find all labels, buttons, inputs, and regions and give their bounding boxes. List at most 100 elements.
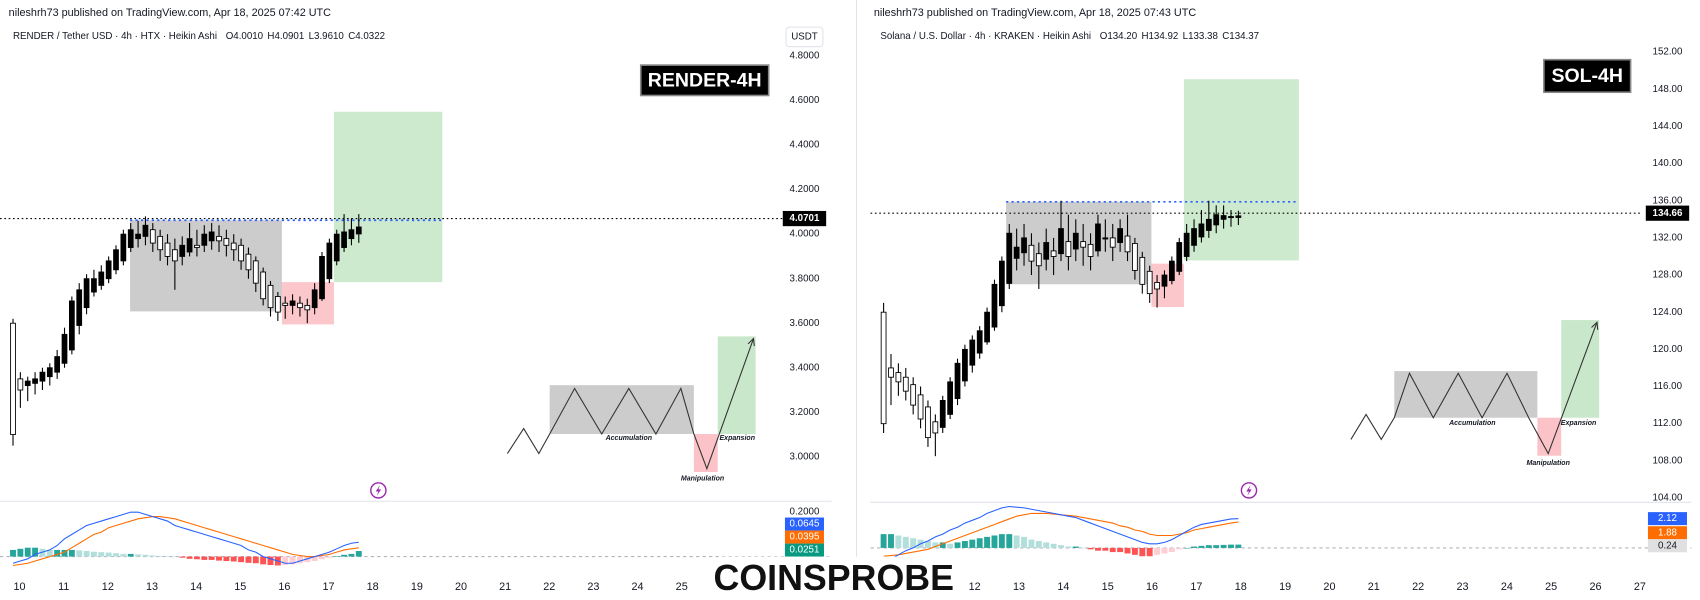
macd-histogram-bar [1021,536,1027,548]
time-tick-label: 19 [411,581,423,593]
macd-value-label: 2.12 [1658,513,1677,524]
candle-body [962,348,968,382]
price-tick-label: 152.00 [1653,47,1683,58]
macd-histogram-bar [1191,546,1197,548]
candle-body [17,378,24,391]
candle-body [1058,228,1064,255]
macd-histogram-bar [895,535,902,548]
macd-value-box [784,517,824,531]
candle-body [61,333,68,364]
macd-histogram-bar [1131,547,1138,555]
candle-body [1213,214,1220,226]
candle-body [24,380,31,386]
candle-body [1117,228,1123,243]
candle-body [1198,223,1205,238]
macd-histogram-bar [46,549,53,557]
macd-histogram-bar [201,556,208,560]
candle-body [1006,232,1013,284]
macd-histogram-bar [1154,547,1161,555]
candle-body [275,296,281,313]
candle-body [1228,216,1234,219]
macd-histogram-bar [1087,547,1094,550]
candle-body [341,231,347,248]
macd-line [12,516,359,567]
macd-histogram-bar [319,556,325,560]
macd-histogram-bar [976,538,983,548]
candle-body [252,260,259,284]
macd-histogram-bar [1168,547,1175,553]
time-tick-label: 21 [1368,581,1380,593]
diagram-arrowhead [1591,321,1599,330]
candle-body [888,367,894,378]
candle-body [1065,241,1072,257]
candle-body [326,242,333,280]
macd-histogram-bar [998,534,1005,548]
price-tick-label: 4.0000 [790,229,820,240]
ohlc-value: H4.0901 [267,30,304,41]
candle-body [98,271,105,286]
symbol-name: Solana / U.S. Dollar · 4h · KRAKEN · Hei… [880,30,1091,41]
candle-body [267,284,274,309]
macd-histogram-bar [939,542,946,548]
time-tick-label: 27 [1634,581,1646,593]
candle-body [135,233,141,240]
macd-histogram-bar [311,556,318,562]
time-tick-label: 17 [1190,581,1202,593]
candle-body [216,235,222,242]
last-price-label: 134.66 [1653,208,1683,219]
time-tick-label: 23 [1456,581,1468,593]
candle-body [1087,243,1094,257]
time-tick-label: 22 [1412,581,1424,593]
macd-histogram-bar [208,556,215,560]
price-tick-label: 116.00 [1653,381,1683,392]
ohlc-value: O134.20 [1100,30,1138,41]
price-tick-label: 144.00 [1653,121,1683,132]
diagram-label: Manipulation [1527,460,1570,467]
macd-histogram-bar [238,556,245,563]
time-tick-label: 21 [499,581,511,593]
candle-body [1139,256,1146,285]
macd-histogram-bar [888,534,894,548]
candle-body [289,300,296,306]
macd-histogram-bar [127,553,134,557]
macd-histogram-bar [1094,547,1101,551]
time-tick-label: 23 [587,581,599,593]
price-tick-label: 132.00 [1653,232,1683,243]
candle-body [954,362,961,400]
candle-body [1220,215,1227,220]
macd-histogram-bar [1043,542,1050,548]
candle-body [1183,232,1190,257]
time-tick-label: 18 [1235,581,1247,593]
candle-body [319,255,325,300]
macd-histogram-bar [1183,547,1190,549]
price-tick-label: 3.8000 [790,273,820,284]
macd-histogram-bar [267,556,274,566]
ohlc-value: C4.0322 [348,30,385,41]
price-tick-label: 104.00 [1653,493,1683,504]
candle-body [54,356,61,373]
price-tick-label: 4.4000 [790,140,820,151]
candle-body [311,289,318,309]
diagram-path [506,338,755,471]
price-tick-label: 4.8000 [790,51,820,62]
macd-histogram-bar [355,551,362,557]
candle-body [1235,215,1242,218]
macd-histogram-bar [193,556,200,560]
candle-body [245,253,252,271]
price-tick-label: 4.6000 [790,95,820,106]
price-tick-label: 124.00 [1653,307,1683,318]
candle-body [1109,237,1116,248]
candle-body [333,233,340,262]
watermark-box [718,556,948,600]
time-tick-label: 11 [58,581,69,593]
diagram-box [693,433,718,472]
bolt-icon-glyph [1246,484,1252,496]
macd-value-label: 1.88 [1658,527,1677,538]
time-tick-label: 22 [543,581,555,593]
macd-histogram-bar [186,556,193,559]
candle-body [1043,242,1050,260]
macd-histogram-bar [252,556,259,564]
macd-histogram-bar [1102,547,1109,551]
